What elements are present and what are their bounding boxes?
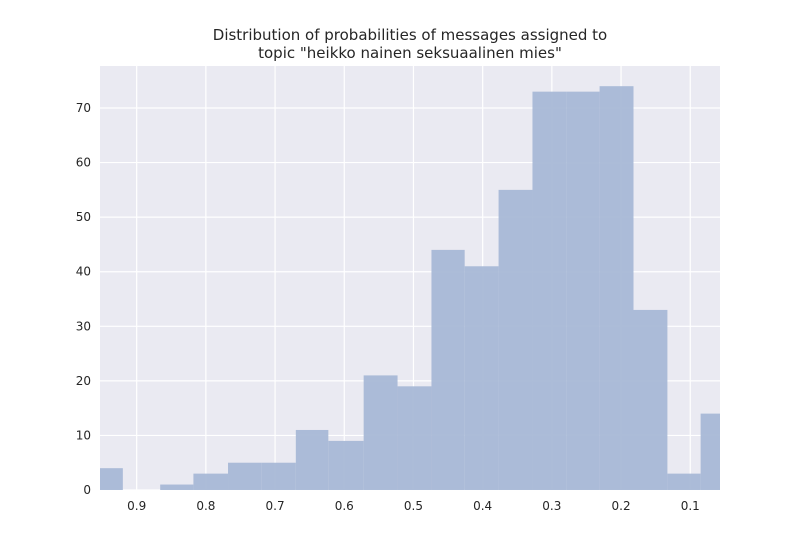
x-tick-label: 0.8 (196, 499, 215, 513)
histogram-bar (532, 91, 567, 490)
histogram-bar (295, 429, 329, 490)
x-axis-ticks: 0.9 0.8 0.7 0.6 0.5 0.4 0.3 0.2 0.1 (127, 499, 700, 513)
y-tick-label: 40 (76, 265, 91, 279)
histogram-bar (328, 440, 364, 490)
histogram-bar (700, 413, 720, 490)
y-tick-label: 70 (76, 101, 91, 115)
y-tick-label: 0 (83, 483, 91, 497)
histogram-bar (193, 473, 229, 490)
x-tick-label: 0.6 (335, 499, 354, 513)
y-tick-label: 10 (76, 428, 91, 442)
x-tick-label: 0.1 (681, 499, 700, 513)
histogram-bar (633, 309, 668, 490)
histogram-bar (160, 484, 194, 490)
chart-title-line-2: topic "heikko nainen seksuaalinen mies" (258, 44, 562, 62)
chart-title-line-1: Distribution of probabilities of message… (213, 26, 607, 44)
histogram-bar (228, 462, 262, 490)
y-tick-label: 20 (76, 374, 91, 388)
x-tick-label: 0.2 (612, 499, 631, 513)
y-axis-ticks: 0 10 20 30 40 50 60 70 (76, 101, 91, 497)
y-tick-label: 60 (76, 156, 91, 170)
x-tick-label: 0.9 (127, 499, 146, 513)
histogram-bars (100, 86, 720, 490)
x-tick-label: 0.5 (404, 499, 423, 513)
x-tick-label: 0.3 (542, 499, 561, 513)
histogram-bar (599, 86, 634, 490)
y-tick-label: 50 (76, 210, 91, 224)
histogram-bar (100, 468, 123, 490)
histogram-bar (498, 189, 533, 490)
x-tick-label: 0.7 (266, 499, 285, 513)
x-tick-label: 0.4 (473, 499, 492, 513)
histogram-bar (566, 91, 600, 490)
histogram-bar (667, 473, 701, 490)
histogram-bar (397, 386, 432, 490)
histogram-bar (261, 462, 296, 490)
y-tick-label: 30 (76, 319, 91, 333)
histogram-bar (363, 375, 398, 490)
histogram-bar (431, 249, 465, 490)
histogram-bar (464, 266, 499, 490)
